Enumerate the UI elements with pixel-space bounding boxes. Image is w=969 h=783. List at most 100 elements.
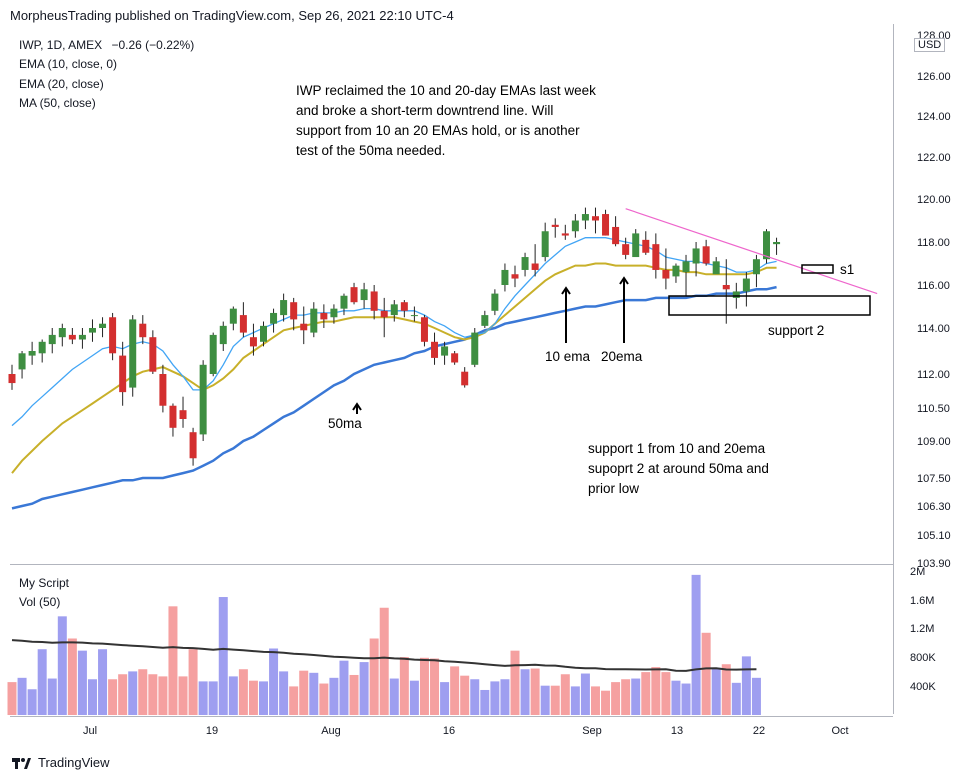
- candle-body: [239, 315, 247, 333]
- volume-bar: [27, 689, 37, 715]
- candle-body: [692, 248, 700, 264]
- volume-bar: [490, 681, 500, 715]
- candle-body: [712, 261, 720, 275]
- volume-bar: [309, 672, 319, 715]
- symbol-legend[interactable]: IWP, 1D, AMEX −0.26 (−0.22%): [19, 38, 194, 52]
- candle-body: [561, 233, 569, 236]
- s1-box: [801, 264, 834, 274]
- script-legend[interactable]: My Script: [19, 576, 70, 590]
- volume-bar: [148, 674, 158, 715]
- volume-bar: [178, 676, 188, 715]
- volume-bar: [540, 685, 550, 715]
- pane-divider: [10, 564, 893, 565]
- time-tick-label: 22: [753, 725, 765, 737]
- volume-bar: [681, 683, 691, 715]
- candle-body: [441, 346, 449, 356]
- candle-body: [591, 216, 599, 221]
- volume-bar: [409, 680, 419, 715]
- volume-bar: [369, 638, 379, 715]
- volume-bar: [259, 681, 268, 715]
- volume-bar: [550, 685, 560, 715]
- candle-body: [109, 317, 117, 354]
- candle-body: [88, 328, 96, 333]
- candle-body: [119, 355, 127, 393]
- downtrend-line: [625, 208, 878, 295]
- candle-body: [68, 334, 76, 340]
- main-annotation-line: test of the 50ma needed.: [296, 143, 446, 158]
- candle-body: [270, 312, 278, 324]
- main-annotation-line: support from 10 an 20 EMAs hold, or is a…: [296, 123, 580, 138]
- candle-body: [702, 246, 710, 264]
- candle-body: [370, 291, 378, 311]
- time-tick-label: 16: [443, 725, 455, 737]
- volume-bar: [711, 667, 721, 715]
- volume-bar: [279, 671, 289, 715]
- volume-bar: [731, 682, 741, 715]
- volume-bar: [118, 674, 128, 715]
- volume-bar: [691, 574, 701, 715]
- ma50-label: 50ma: [328, 416, 362, 431]
- candle-body: [159, 374, 167, 406]
- candle-body: [431, 341, 439, 358]
- price-tick-label: 122.00: [917, 152, 951, 164]
- volume-bar: [269, 648, 279, 715]
- candle-body: [642, 239, 650, 253]
- volume-bar: [611, 682, 621, 715]
- volume-bar: [208, 681, 218, 715]
- volume-bar: [299, 670, 309, 715]
- currency-label[interactable]: USD: [914, 38, 946, 52]
- price-tick-label: 109.00: [917, 436, 951, 448]
- time-tick-label: Jul: [83, 725, 97, 737]
- price-axis-divider: [893, 24, 894, 714]
- candle-body: [48, 334, 56, 345]
- symbol-label: IWP, 1D, AMEX: [19, 38, 103, 52]
- volume-bar: [590, 686, 600, 715]
- volume-bar: [87, 679, 97, 715]
- ema10-legend[interactable]: EMA (10, close, 0): [19, 57, 118, 71]
- volume-bar: [651, 667, 661, 715]
- ema20-legend[interactable]: EMA (20, close): [19, 77, 104, 91]
- candle-body: [652, 244, 660, 270]
- candle-body: [149, 337, 157, 372]
- volume-bar: [158, 676, 168, 715]
- ema10-arrow-head: [561, 286, 571, 295]
- main-annotation: IWP reclaimed the 10 and 20-day EMAs las…: [296, 81, 596, 161]
- candle-body: [380, 310, 388, 318]
- volume-bar: [389, 678, 399, 715]
- price-tick-label: 126.00: [917, 71, 951, 83]
- support-annotation-line: support 1 from 10 and 20ema: [588, 441, 766, 456]
- volume-bar: [319, 683, 329, 715]
- price-tick-label: 106.30: [917, 501, 951, 513]
- volume-bar: [138, 669, 148, 715]
- price-tick-label: 120.00: [917, 194, 951, 206]
- candle-body: [722, 285, 730, 290]
- candle-body: [491, 293, 499, 311]
- volume-bar: [238, 669, 248, 715]
- price-tick-label: 116.00: [917, 280, 950, 292]
- ema10-line: [11, 237, 777, 427]
- candle-body: [330, 308, 338, 318]
- price-tick-label: 124.00: [917, 111, 951, 123]
- volume-bar: [631, 678, 641, 715]
- candle-body: [219, 325, 227, 345]
- candle-body: [360, 289, 368, 301]
- ma50-legend[interactable]: MA (50, close): [19, 96, 96, 110]
- volume-bar: [339, 660, 349, 715]
- volume-bar: [661, 672, 671, 715]
- candle-body: [773, 242, 781, 245]
- candle-body: [662, 269, 670, 279]
- volume-bar: [601, 690, 611, 715]
- candle-body: [310, 308, 318, 333]
- footer[interactable]: TradingView: [12, 755, 110, 770]
- support-annotation-line: supoprt 2 at around 50ma and: [588, 461, 769, 476]
- volume-legend[interactable]: Vol (50): [19, 595, 61, 609]
- volume-bar: [530, 668, 540, 715]
- candle-body: [28, 351, 36, 356]
- candle-body: [581, 214, 589, 221]
- candle-body: [682, 261, 690, 273]
- volume-bar: [248, 680, 258, 715]
- candle-body: [260, 325, 267, 342]
- candle-body: [632, 233, 640, 258]
- candle-body: [602, 214, 610, 236]
